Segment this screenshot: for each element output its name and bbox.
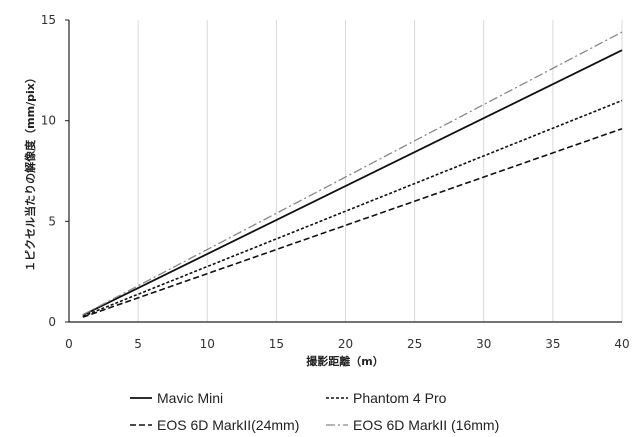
legend-label-1: Phantom 4 Pro bbox=[353, 390, 447, 406]
series-line-3 bbox=[82, 31, 623, 316]
series-line-1 bbox=[82, 99, 623, 318]
x-tick-label-7: 35 bbox=[545, 337, 560, 351]
legend: Mavic Mini Phantom 4 Pro EOS 6D MarkII(24m… bbox=[130, 390, 499, 433]
y-axis-title: １ピクセル当たりの解像度（mm/pix） bbox=[23, 72, 37, 272]
x-tick-label-6: 30 bbox=[476, 337, 491, 351]
y-tick-label-3: 15 bbox=[41, 13, 56, 27]
y-tick-label-2: 10 bbox=[41, 114, 56, 128]
axes bbox=[65, 19, 622, 323]
series-line-2 bbox=[82, 127, 623, 318]
tick-labels: 0 5 10 15 0 5 10 15 20 25 30 35 40 bbox=[41, 13, 630, 351]
x-tick-label-4: 20 bbox=[338, 337, 353, 351]
x-tick-label-1: 5 bbox=[134, 337, 142, 351]
x-tick-label-3: 15 bbox=[269, 337, 284, 351]
y-tick-label-0: 0 bbox=[48, 315, 56, 329]
legend-label-3: EOS 6D MarkII (16mm) bbox=[353, 417, 499, 433]
x-tick-label-8: 40 bbox=[614, 337, 629, 351]
x-tick-label-5: 25 bbox=[407, 337, 422, 351]
legend-label-2: EOS 6D MarkII(24mm) bbox=[157, 417, 299, 433]
x-axis-title: 撮影距離（m） bbox=[306, 354, 383, 368]
series-lines bbox=[82, 31, 623, 318]
x-tick-label-2: 10 bbox=[200, 337, 215, 351]
legend-label-0: Mavic Mini bbox=[157, 390, 223, 406]
series-line-0 bbox=[82, 49, 623, 316]
y-tick-label-1: 5 bbox=[48, 214, 56, 228]
grid-lines bbox=[68, 20, 623, 322]
x-tick-label-0: 0 bbox=[65, 337, 73, 351]
